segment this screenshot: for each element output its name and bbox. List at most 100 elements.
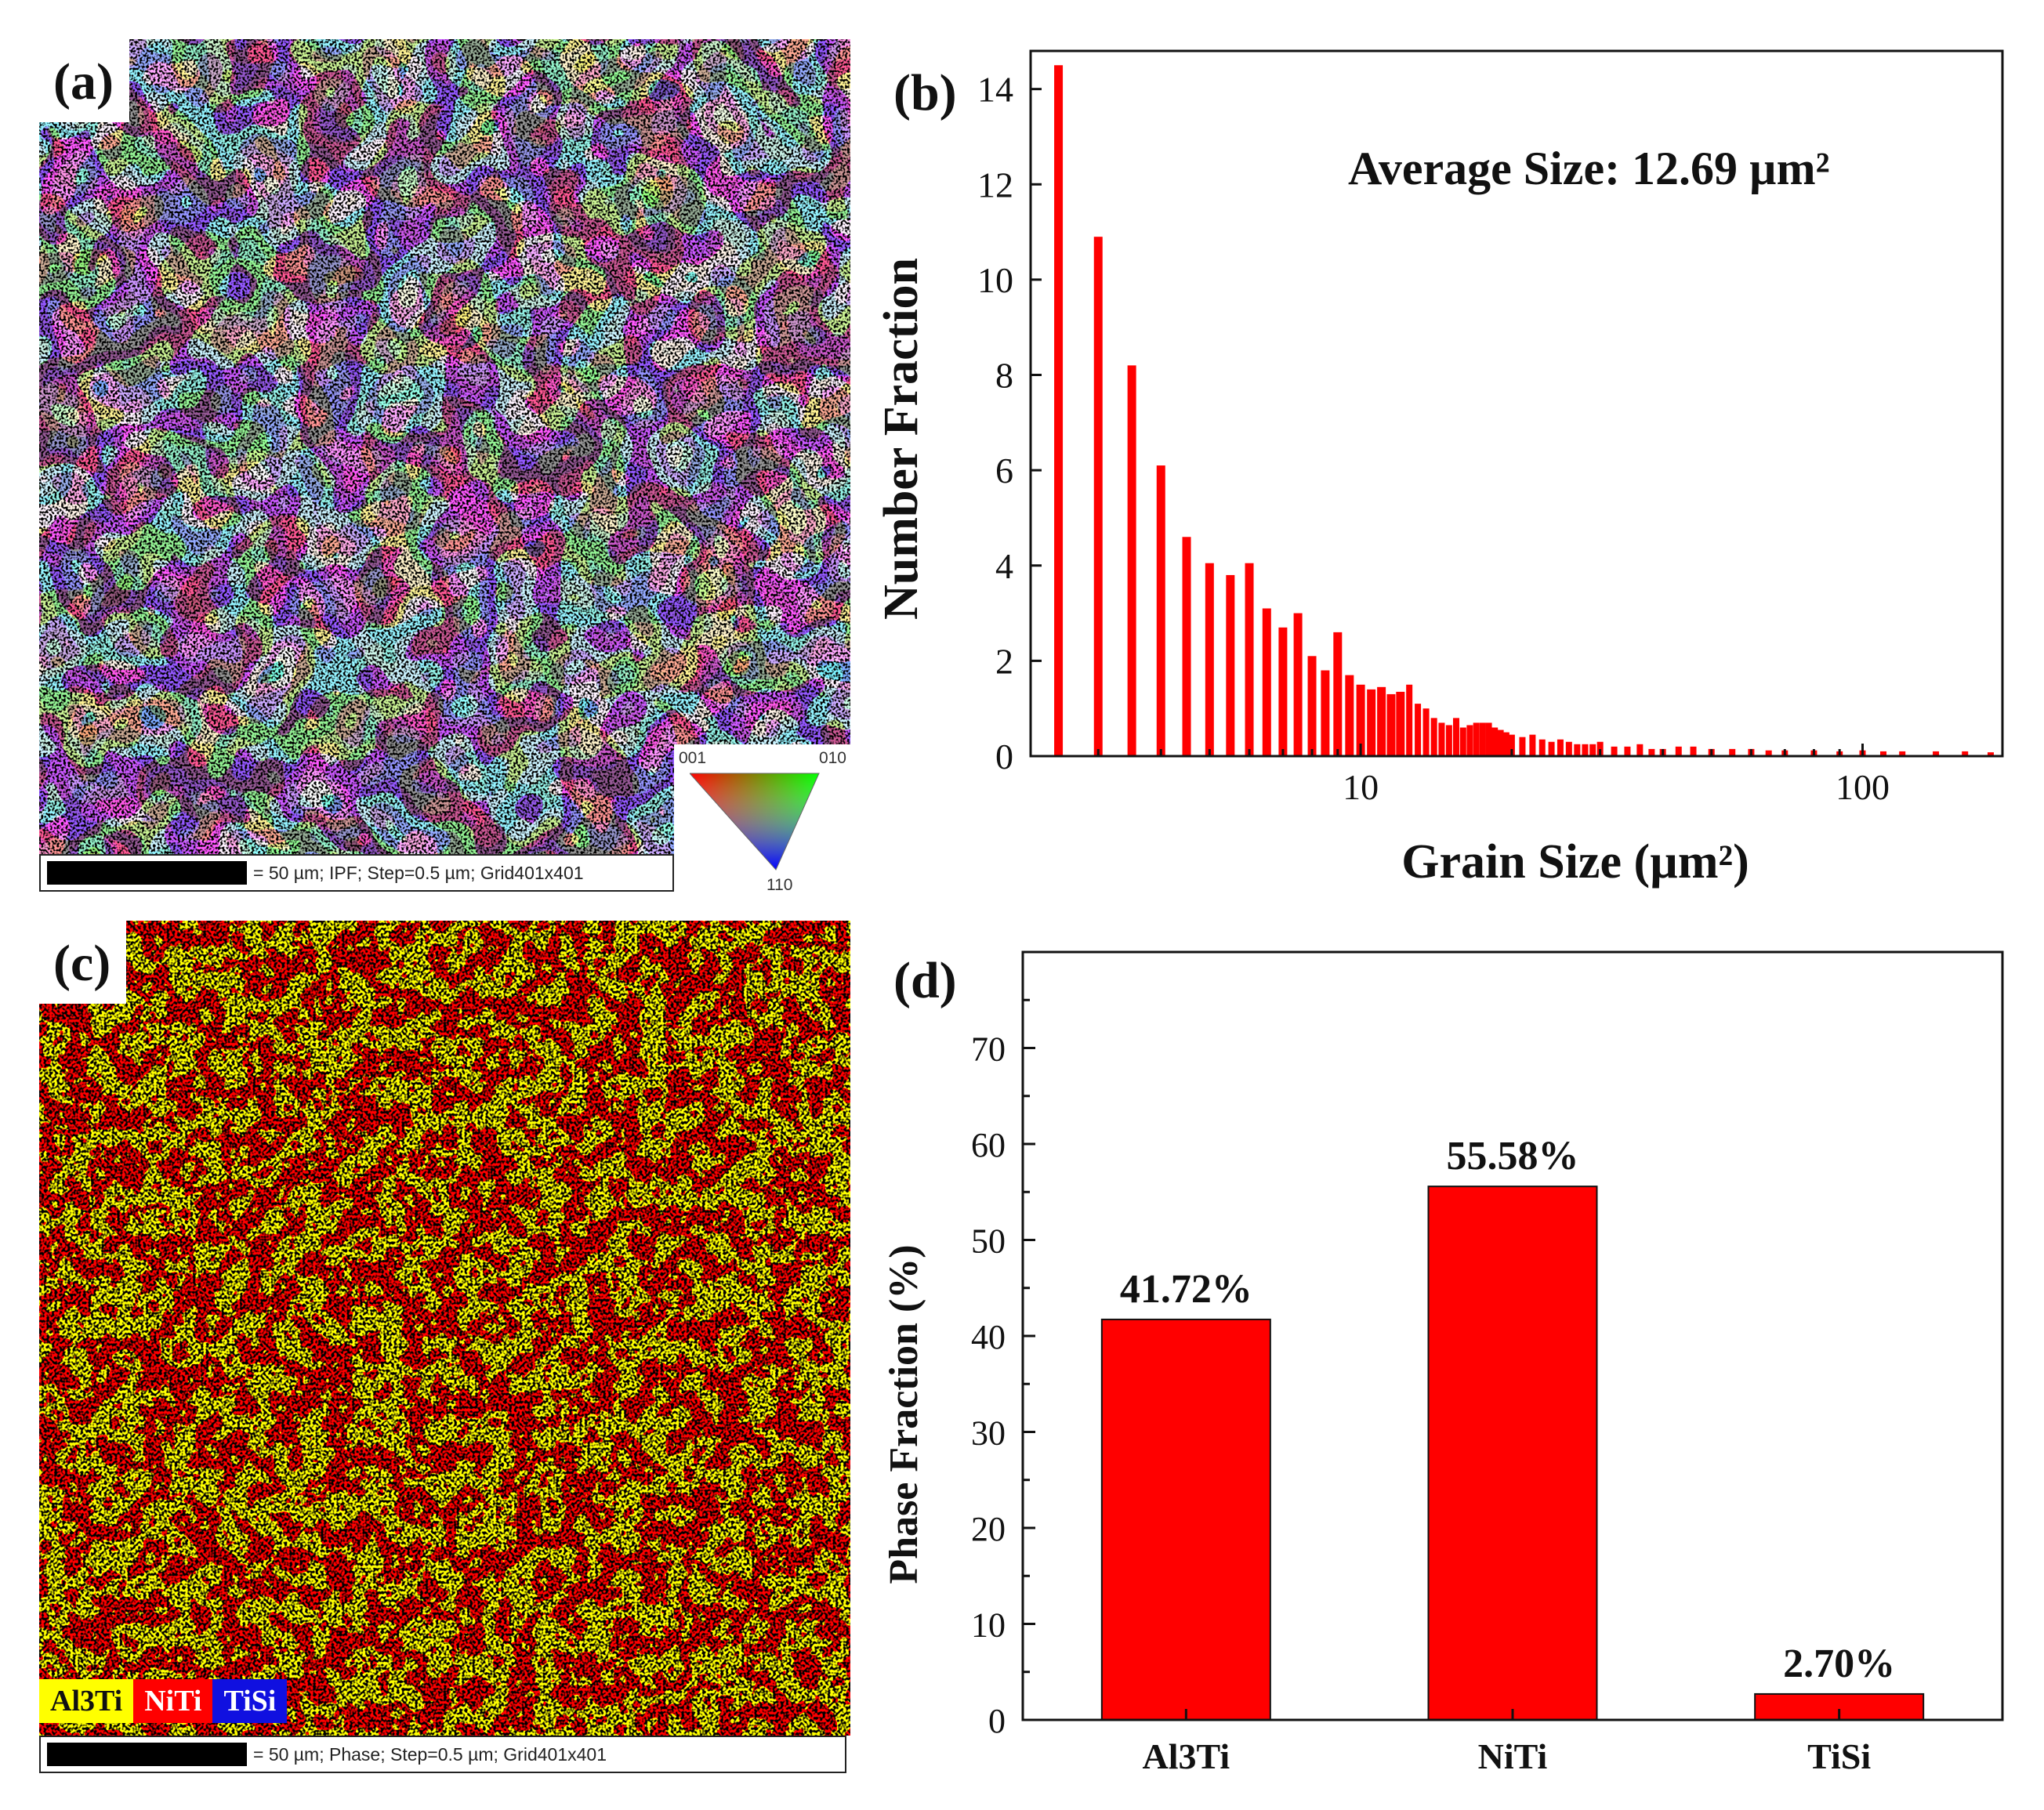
phase-map [39, 921, 850, 1736]
histogram-bar [1406, 684, 1413, 756]
scalebar-bar-a [47, 861, 247, 885]
y-tick-label: 50 [971, 1222, 1006, 1261]
legend-niti-label: NiTi [144, 1685, 202, 1718]
panel-label-a: (a) [31, 39, 129, 122]
histogram-bar [1386, 693, 1396, 756]
histogram-bar [1293, 613, 1303, 756]
histogram-bar [1491, 727, 1499, 756]
ipf-key-110: 110 [766, 876, 793, 894]
y-tick-label: 10 [977, 260, 1013, 300]
legend-tisi-label: TiSi [223, 1685, 277, 1718]
histogram-bar [1933, 751, 1940, 756]
histogram-bar [1422, 708, 1430, 756]
chart-b-ylabel: Number Fraction [875, 258, 928, 620]
panel-label-c: (c) [31, 921, 127, 1004]
legend-al3ti-label: Al3Ti [50, 1685, 123, 1718]
histogram-bar [1589, 744, 1596, 756]
phase-bar-niti [1427, 1186, 1598, 1721]
histogram-bar [1502, 732, 1509, 756]
legend-niti: NiTi [133, 1679, 213, 1723]
histogram-bar [1648, 748, 1655, 756]
histogram-bar [1415, 704, 1422, 756]
chart-phase-fraction: (d) 41.72% Al3Ti 55.58% NiTi 2.70% TiSi 0 10 20 3… [882, 950, 2004, 1776]
phase-map-image [39, 921, 850, 1736]
histogram-bar [1519, 737, 1526, 756]
histogram-bar [1729, 748, 1736, 756]
histogram-bar [1367, 689, 1376, 756]
histogram-bar [1356, 684, 1365, 756]
data-label: 41.72% [1120, 1267, 1252, 1312]
histogram-bar [1557, 739, 1564, 756]
histogram-bar [1596, 741, 1604, 756]
histogram-bar [1262, 608, 1271, 756]
histogram-bar [1582, 744, 1589, 756]
histogram-bar [1508, 734, 1515, 756]
histogram-bar [1962, 751, 1969, 756]
histogram-bar [1987, 752, 1994, 756]
histogram-bar [1307, 656, 1317, 756]
chart-b-annotation: Average Size: 12.69 µm² [1348, 143, 1830, 194]
histogram-bar [1899, 751, 1906, 756]
scalebar-a: = 50 µm; IPF; Step=0.5 µm; Grid401x401 [39, 854, 674, 892]
y-tick-label: 40 [971, 1318, 1006, 1356]
histogram-bar [1529, 734, 1536, 756]
histogram-bar [1611, 746, 1618, 756]
chart-d-ylabel: Phase Fraction (%) [882, 1244, 926, 1584]
histogram-bar [1156, 465, 1165, 756]
chart-b-xlabel: Grain Size (µm²) [1401, 835, 1749, 889]
histogram-bar [1466, 725, 1473, 756]
histogram-bar [1226, 574, 1235, 756]
histogram-bar [1438, 722, 1445, 756]
histogram-bar [1636, 744, 1644, 756]
ipf-map [39, 39, 850, 854]
ipf-triangle [690, 773, 820, 871]
histogram-bar [1565, 741, 1572, 756]
legend-tisi: TiSi [212, 1679, 288, 1723]
ipf-key-001: 001 [679, 749, 707, 767]
histogram-bar [1624, 746, 1631, 756]
histogram-bar [1345, 675, 1354, 756]
ipf-key-010: 010 [818, 749, 846, 767]
x-tick-label: 100 [1836, 767, 1890, 807]
y-tick-label: 14 [977, 70, 1013, 110]
histogram-bar [1396, 691, 1405, 756]
panel-label-b: (b) [893, 64, 957, 121]
data-label: 2.70% [1783, 1642, 1895, 1686]
y-tick-label: 6 [995, 451, 1013, 491]
histogram-bar [1127, 365, 1136, 756]
x-tick-label: 10 [1343, 767, 1379, 807]
scalebar-text-c: = 50 µm; Phase; Step=0.5 µm; Grid401x401 [253, 1743, 607, 1765]
chart-grain-size: (b) 0 2 4 6 8 10 12 14 10 100 Average Size: 12.69… [875, 49, 2004, 889]
histogram-bar [1182, 537, 1191, 756]
panel-a: (a) 001 010 110 = 50 µm; IPF; Step=0.5 µ… [31, 39, 854, 897]
histogram-bar [1245, 563, 1254, 756]
histogram-bar [1093, 237, 1103, 756]
x-category-label: TiSi [1807, 1736, 1871, 1776]
y-tick-label: 20 [971, 1510, 1006, 1548]
histogram-bar [1879, 751, 1886, 756]
phase-bar-al3ti [1100, 1318, 1271, 1721]
scalebar-text-a: = 50 µm; IPF; Step=0.5 µm; Grid401x401 [253, 862, 584, 883]
y-tick-label: 2 [995, 641, 1013, 681]
y-tick-label: 4 [995, 546, 1013, 586]
scalebar-bar-c [47, 1743, 247, 1766]
histogram-bar [1548, 741, 1555, 756]
histogram-bar [1278, 627, 1288, 756]
histogram-bar [1479, 722, 1486, 756]
x-category-label: Al3Ti [1143, 1736, 1230, 1776]
histogram-bar [1333, 632, 1343, 756]
histogram-bar [1452, 718, 1459, 756]
histogram-bar [1497, 729, 1504, 756]
data-label: 55.58% [1447, 1134, 1579, 1178]
ipf-color-key: 001 010 110 [674, 744, 854, 897]
panel-c: (c) Al3Ti NiTi TiSi = 50 µm; Phase; Step… [31, 921, 854, 1783]
ipf-map-image [39, 39, 850, 854]
histogram-bar [1321, 670, 1330, 756]
y-tick-label: 8 [995, 356, 1013, 396]
histogram-bar [1538, 739, 1546, 756]
y-tick-label: 0 [988, 1702, 1006, 1740]
y-tick-label: 30 [971, 1414, 1006, 1453]
y-tick-label: 10 [971, 1606, 1006, 1645]
histogram-bar [1054, 65, 1064, 757]
histogram-bar [1377, 686, 1386, 756]
